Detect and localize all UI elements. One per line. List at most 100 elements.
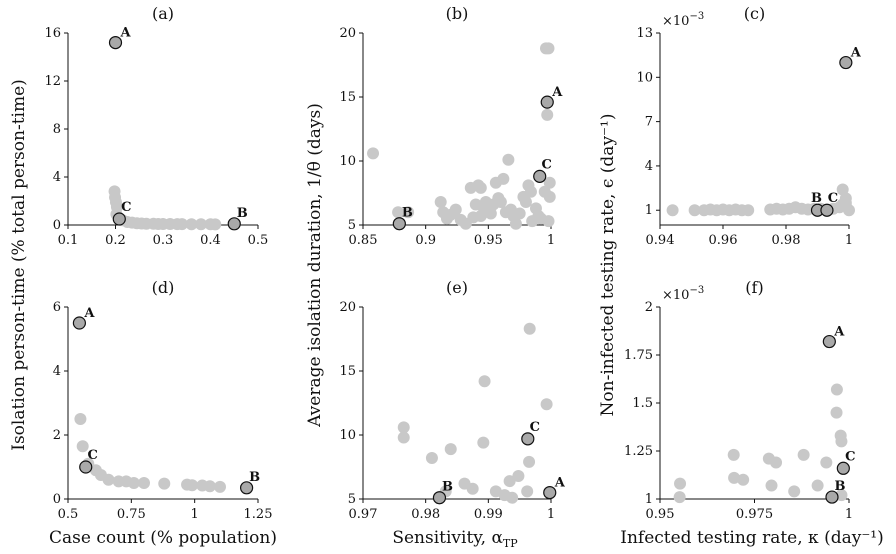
y-tick-label: 10 [339, 154, 356, 169]
y-tick-label: 8 [53, 122, 61, 137]
data-point [158, 477, 171, 490]
highlight-point-b [392, 217, 406, 231]
data-point [523, 322, 536, 335]
highlight-point-c [112, 212, 126, 226]
highlight-label-c: C [530, 420, 540, 435]
panel-d: (d) 0.5 0.75 1 1.25 0 2 4 6 A B C [53, 278, 273, 522]
y-tick-label: 2 [645, 300, 653, 315]
x-tick-label: 0.2 [105, 233, 126, 248]
y-tick-label: 10 [636, 70, 653, 85]
data-point [737, 473, 750, 486]
x-tick-label: 0.98 [772, 233, 801, 248]
data-point [76, 440, 89, 453]
highlight-label-c: C [121, 200, 131, 215]
axis-multiplier-base: ×10 [662, 288, 689, 303]
data-point [185, 218, 198, 231]
xlabel-middle-sub: TP [503, 537, 518, 550]
data-point [209, 218, 222, 231]
y-tick-label: 4 [53, 364, 61, 379]
data-point [543, 190, 556, 203]
data-point [542, 42, 555, 55]
ylabel-left: Isolation person-time (% total person-ti… [9, 79, 29, 451]
data-point [543, 176, 556, 189]
data-point [770, 456, 783, 469]
data-point [397, 431, 410, 444]
data-point [502, 153, 515, 166]
highlight-label-b: B [811, 191, 822, 206]
y-tick-label: 4 [645, 159, 653, 174]
highlight-label-a: A [850, 46, 862, 61]
data-point [524, 185, 537, 198]
y-tick-label: 1 [645, 492, 653, 507]
y-tick-label: 15 [339, 364, 356, 379]
highlight-label-b: B [834, 479, 845, 494]
highlight-label-c: C [88, 448, 98, 463]
data-point [497, 172, 510, 185]
y-tick-label: 1.75 [624, 348, 653, 363]
ylabel-middle: Average isolation duration, 1/θ (days) [305, 103, 325, 428]
data-point [466, 482, 479, 495]
data-point [666, 204, 679, 217]
data-point [839, 196, 852, 209]
x-tick-label: 0.95 [474, 233, 503, 248]
data-point [397, 421, 410, 434]
data-point [512, 469, 525, 482]
data-point [506, 491, 519, 504]
data-point [477, 436, 490, 449]
y-tick-label: 7 [645, 115, 653, 130]
y-tick-label: 0 [53, 492, 61, 507]
data-point [138, 477, 150, 489]
data-point [811, 479, 824, 492]
x-tick-label: 1 [845, 233, 853, 248]
highlight-point-c [533, 169, 547, 183]
ylabel-right: Non-infected testing rate, ϵ (day⁻¹) [598, 114, 618, 417]
panel-a: (a) 0.1 0.2 0.3 0.4 0.5 0 4 8 12 16 A B C [44, 4, 268, 248]
data-point [186, 479, 199, 492]
y-tick-label: 5 [348, 218, 356, 233]
y-tick-label: 20 [339, 26, 356, 41]
x-tick-label: 0.9 [415, 233, 436, 248]
axis-multiplier-base: ×10 [662, 14, 689, 29]
xlabel-left: Case count (% population) [49, 528, 277, 548]
highlight-label-b: B [402, 206, 413, 221]
highlight-label-a: A [551, 85, 563, 100]
data-point [402, 206, 415, 219]
highlight-label-a: A [554, 476, 566, 491]
highlight-label-b: B [442, 480, 453, 495]
data-point [835, 435, 848, 448]
data-point [494, 195, 507, 208]
x-tick-label: 0.4 [200, 233, 221, 248]
y-tick-label: 4 [53, 170, 61, 185]
data-point [542, 215, 555, 228]
y-tick-label: 13 [636, 26, 653, 41]
data-point [478, 375, 491, 388]
x-tick-label: 1 [191, 507, 199, 522]
data-point [449, 203, 462, 216]
x-tick-label: 0.5 [248, 233, 269, 248]
y-tick-label: 2 [53, 428, 61, 443]
data-point [509, 217, 522, 230]
highlight-label-a: A [119, 26, 131, 41]
data-point [830, 406, 843, 419]
data-point [830, 383, 843, 396]
x-tick-label: 0.98 [411, 507, 440, 522]
data-point [203, 480, 216, 493]
y-tick-label: 12 [44, 74, 61, 89]
data-point [444, 443, 457, 456]
data-point [127, 477, 140, 489]
highlight-point-a [540, 95, 554, 109]
x-tick-label: 0.85 [349, 233, 378, 248]
data-point [788, 485, 801, 498]
data-point [519, 195, 532, 208]
data-point [820, 456, 833, 469]
highlight-label-b: B [237, 206, 248, 221]
highlight-point-a [839, 55, 853, 70]
y-tick-label: 1 [645, 203, 653, 218]
data-point [523, 455, 536, 468]
data-point [688, 204, 701, 217]
panel-title: (c) [744, 4, 765, 23]
x-tick-label: 0.94 [646, 233, 675, 248]
panel-f: (f) 0.95 0.975 1 1 1.25 1.5 1.75 2 ×10−3 A BC [624, 278, 855, 522]
panel-title: (b) [446, 4, 469, 23]
